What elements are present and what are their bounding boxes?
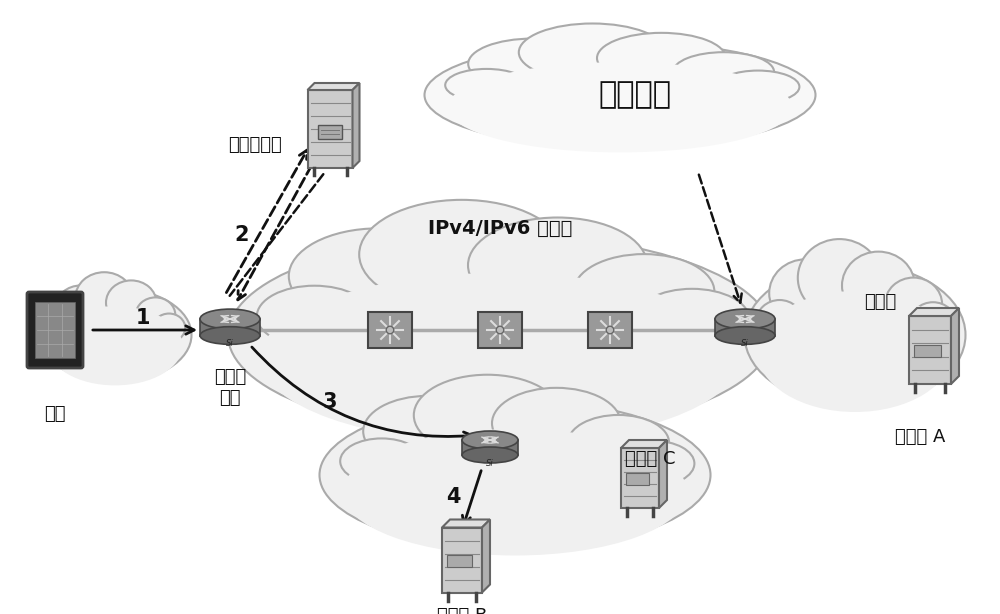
- FancyBboxPatch shape: [35, 302, 75, 358]
- Ellipse shape: [756, 300, 803, 344]
- Ellipse shape: [673, 52, 774, 92]
- Ellipse shape: [342, 429, 688, 556]
- Ellipse shape: [597, 33, 726, 84]
- Polygon shape: [308, 83, 360, 90]
- Ellipse shape: [386, 326, 394, 334]
- Ellipse shape: [885, 278, 942, 331]
- FancyBboxPatch shape: [447, 555, 472, 567]
- FancyBboxPatch shape: [626, 473, 649, 485]
- Ellipse shape: [56, 286, 106, 330]
- FancyBboxPatch shape: [368, 312, 412, 348]
- Ellipse shape: [320, 400, 710, 550]
- Ellipse shape: [289, 228, 468, 324]
- Text: 用户: 用户: [44, 405, 66, 423]
- Ellipse shape: [574, 254, 714, 329]
- FancyBboxPatch shape: [318, 125, 342, 139]
- FancyBboxPatch shape: [914, 345, 941, 357]
- Ellipse shape: [448, 62, 792, 152]
- Ellipse shape: [758, 291, 952, 412]
- Ellipse shape: [48, 306, 182, 386]
- Ellipse shape: [200, 327, 260, 344]
- Text: 服务器 A: 服务器 A: [895, 428, 945, 446]
- Ellipse shape: [612, 441, 694, 486]
- Polygon shape: [659, 440, 667, 508]
- Text: 边缘路
由器: 边缘路 由器: [214, 368, 246, 407]
- Text: Si: Si: [741, 340, 749, 349]
- Ellipse shape: [136, 297, 175, 332]
- Ellipse shape: [744, 263, 966, 406]
- Polygon shape: [200, 319, 260, 335]
- Ellipse shape: [106, 281, 156, 325]
- Text: 边缘网: 边缘网: [864, 293, 896, 311]
- Text: 2: 2: [235, 225, 249, 245]
- Polygon shape: [482, 519, 490, 593]
- Ellipse shape: [363, 396, 492, 467]
- Ellipse shape: [842, 252, 915, 319]
- Ellipse shape: [910, 302, 956, 346]
- Ellipse shape: [260, 273, 740, 443]
- Ellipse shape: [340, 438, 423, 484]
- FancyBboxPatch shape: [909, 316, 951, 384]
- Ellipse shape: [228, 235, 772, 436]
- Text: 服务器 B: 服务器 B: [437, 607, 487, 614]
- FancyBboxPatch shape: [27, 292, 83, 368]
- Polygon shape: [462, 440, 518, 455]
- Ellipse shape: [445, 69, 528, 101]
- FancyBboxPatch shape: [621, 448, 659, 508]
- Ellipse shape: [47, 312, 79, 341]
- Polygon shape: [715, 319, 775, 335]
- Text: 映射系统: 映射系统: [598, 80, 672, 109]
- Ellipse shape: [257, 286, 372, 347]
- Ellipse shape: [462, 431, 518, 449]
- Ellipse shape: [634, 289, 750, 350]
- Polygon shape: [951, 308, 959, 384]
- Text: 服务器 C: 服务器 C: [625, 450, 675, 468]
- Polygon shape: [909, 308, 959, 316]
- FancyBboxPatch shape: [588, 312, 632, 348]
- FancyBboxPatch shape: [478, 312, 522, 348]
- Text: 4: 4: [446, 487, 460, 507]
- Text: IPv4/IPv6 核心网: IPv4/IPv6 核心网: [428, 219, 572, 238]
- Ellipse shape: [38, 288, 192, 382]
- Polygon shape: [621, 440, 667, 448]
- Ellipse shape: [462, 447, 518, 463]
- FancyBboxPatch shape: [442, 527, 482, 593]
- Ellipse shape: [153, 314, 185, 342]
- Ellipse shape: [769, 259, 842, 327]
- Text: 映射服务器: 映射服务器: [228, 136, 282, 154]
- Ellipse shape: [715, 309, 775, 329]
- Ellipse shape: [496, 326, 504, 334]
- Ellipse shape: [468, 39, 597, 89]
- Text: Si: Si: [226, 340, 234, 349]
- Text: 1: 1: [136, 308, 150, 328]
- Polygon shape: [442, 519, 490, 527]
- Ellipse shape: [568, 415, 669, 470]
- Ellipse shape: [200, 309, 260, 329]
- Ellipse shape: [414, 375, 561, 456]
- Ellipse shape: [468, 217, 647, 313]
- Ellipse shape: [424, 42, 816, 149]
- Ellipse shape: [75, 272, 133, 323]
- Ellipse shape: [715, 327, 775, 344]
- Ellipse shape: [519, 23, 666, 81]
- Text: 3: 3: [323, 392, 337, 412]
- Polygon shape: [352, 83, 360, 168]
- Ellipse shape: [492, 388, 621, 459]
- Ellipse shape: [359, 200, 564, 309]
- FancyBboxPatch shape: [308, 90, 352, 168]
- Text: Si: Si: [486, 459, 494, 468]
- Ellipse shape: [798, 239, 881, 317]
- Ellipse shape: [606, 326, 614, 334]
- Ellipse shape: [717, 71, 799, 103]
